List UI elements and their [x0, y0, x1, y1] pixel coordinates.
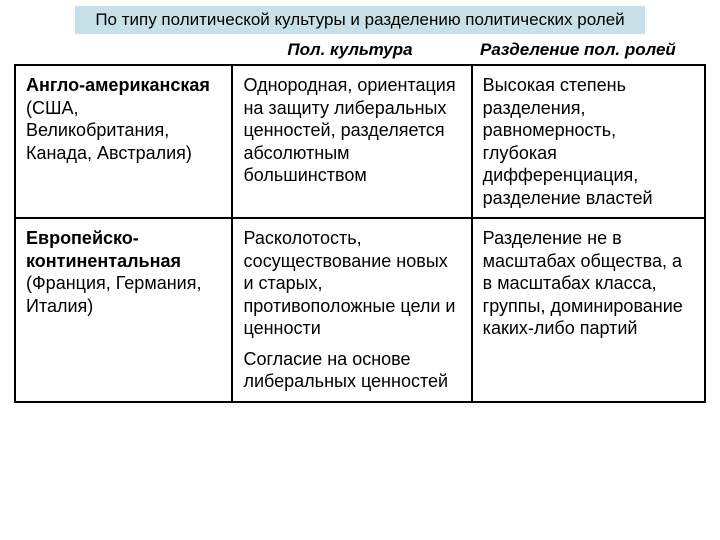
type-bold: Англо-американская [26, 75, 210, 95]
cell-culture: Однородная, ориентация на защиту либерал… [232, 65, 471, 218]
cell-type: Европейско-континентальная (Франция, Гер… [15, 218, 232, 402]
culture-p1: Расколотость, сосуществование новых и ст… [243, 227, 460, 340]
header-col3: Разделение пол. ролей [470, 40, 710, 60]
table-row: Европейско-континентальная (Франция, Гер… [15, 218, 705, 402]
column-headers: Пол. культура Разделение пол. ролей [10, 34, 710, 64]
cell-roles: Высокая степень разделения, равномерност… [472, 65, 705, 218]
cell-type: Англо-американская (США, Великобритания,… [15, 65, 232, 218]
table-row: Англо-американская (США, Великобритания,… [15, 65, 705, 218]
header-col2: Пол. культура [230, 40, 470, 60]
type-rest: (США, Великобритания, Канада, Австралия) [26, 98, 192, 163]
culture-p1: Однородная, ориентация на защиту либерал… [243, 74, 460, 187]
comparison-table: Англо-американская (США, Великобритания,… [14, 64, 706, 403]
title-banner: По типу политической культуры и разделен… [75, 6, 644, 34]
header-spacer [10, 40, 230, 60]
culture-p2: Согласие на основе либеральных ценностей [243, 348, 460, 393]
cell-culture: Расколотость, сосуществование новых и ст… [232, 218, 471, 402]
cell-roles: Разделение не в масштабах общества, а в … [472, 218, 705, 402]
type-bold: Европейско-континентальная [26, 228, 181, 271]
type-rest: (Франция, Германия, Италия) [26, 273, 201, 316]
